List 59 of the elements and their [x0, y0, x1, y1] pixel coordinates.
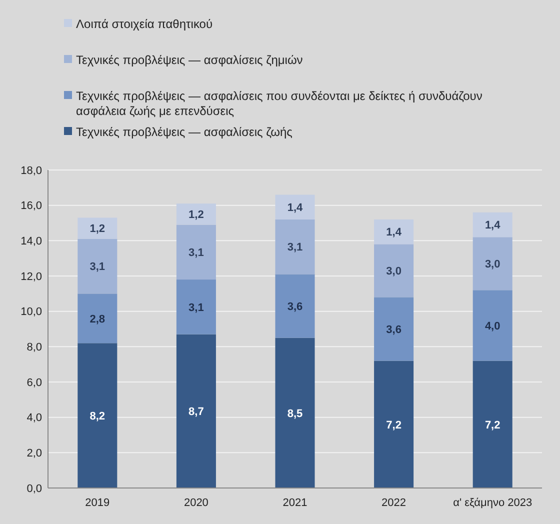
data-label: 3,1: [287, 242, 303, 254]
bar: [472, 237, 512, 290]
y-tick-label: 12,0: [20, 270, 42, 283]
bar: [176, 204, 216, 225]
bar: [472, 360, 512, 488]
data-label: 7,2: [386, 419, 402, 432]
y-tick-label: 18,0: [20, 164, 42, 177]
data-label: 8,2: [90, 410, 106, 422]
data-label: 3,1: [90, 261, 106, 274]
bar: [472, 290, 512, 361]
data-label: 4,0: [484, 320, 500, 332]
bar: [275, 219, 315, 274]
y-tick-label: 2,0: [26, 448, 42, 460]
data-label: 1,2: [90, 223, 106, 236]
bar: [275, 274, 315, 338]
data-label: 1,4: [484, 220, 502, 232]
data-label: 3,0: [484, 258, 500, 270]
y-tick-label: 16,0: [20, 200, 42, 212]
y-tick-label: 4,0: [26, 412, 42, 424]
data-label: 3,1: [188, 247, 204, 259]
bar: [176, 334, 216, 488]
data-label: 1,4: [287, 202, 304, 214]
bar: [176, 224, 216, 280]
data-label: 3,1: [188, 302, 204, 314]
y-tick-label: 10,0: [20, 306, 42, 318]
bar: [176, 280, 216, 334]
x-tick-label: 2021: [282, 497, 308, 509]
data-label: 8,5: [287, 408, 303, 420]
x-tick-label: 2019: [85, 497, 110, 509]
y-tick-label: 6,0: [26, 376, 42, 389]
legend-label: Τεχνικές προβλέψεις — ασφαλίσεις που συνδέονται με δείκτες ή συνδυάζουν ασφάλεια ζωής με επενδύσεις: [76, 89, 482, 118]
x-tick-label: 2020: [184, 497, 208, 509]
bar: [374, 297, 414, 361]
x-tick-label: 2022: [382, 497, 406, 509]
bar: [78, 294, 118, 344]
legend-label: Λοιπά στοιχεία παθητικού: [76, 17, 213, 31]
data-label: 3,6: [386, 324, 402, 336]
y-tick-label: 14,0: [20, 236, 42, 248]
data-label: 3,0: [386, 266, 402, 278]
data-label: 8,7: [188, 406, 204, 418]
bar: [374, 360, 414, 488]
y-tick-label: 8,0: [26, 342, 42, 354]
data-label: 7,2: [484, 419, 500, 432]
data-label: 1,4: [386, 226, 402, 239]
bar: [275, 338, 315, 488]
bar: [78, 238, 118, 294]
legend-label: Τεχνικές προβλέψεις — ασφαλίσεις ζωής: [76, 125, 293, 139]
data-label: 2,8: [90, 313, 106, 326]
bar: [78, 343, 118, 488]
bar: [275, 194, 315, 220]
bar: [374, 219, 414, 244]
data-label: 3,6: [287, 300, 303, 313]
legend-label: Τεχνικές προβλέψεις — ασφαλίσεις ζημιών: [76, 53, 303, 67]
x-tick-label: α' εξάμηνο 2023: [453, 497, 532, 509]
bar: [472, 212, 512, 238]
bar: [374, 244, 414, 298]
y-tick-label: 0,0: [26, 482, 42, 495]
bar: [78, 218, 118, 239]
data-label: 1,2: [188, 209, 204, 222]
